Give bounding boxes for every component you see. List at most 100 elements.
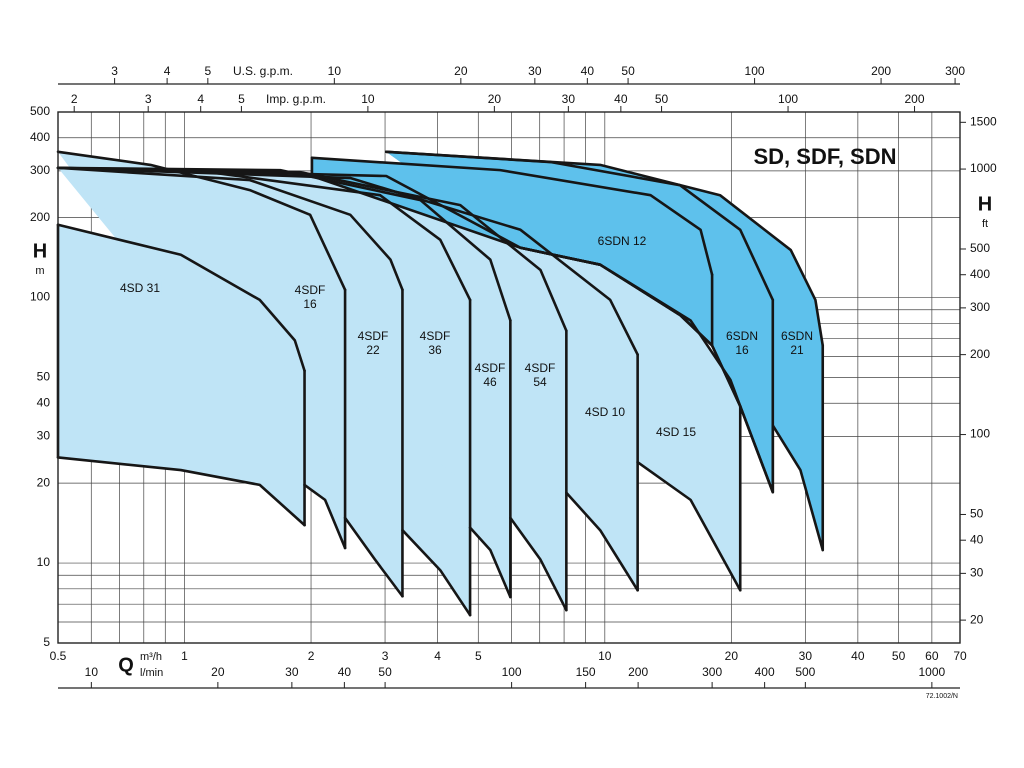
lower-curve: [636, 460, 742, 592]
x-tick-label: 0.5: [50, 649, 67, 663]
x2-axis-label: U.S. g.p.m.: [233, 64, 293, 78]
x4-tick-label: 150: [576, 665, 596, 679]
x2-tick-label: 10: [328, 64, 342, 78]
x-tick-label: 60: [925, 649, 939, 663]
upper-curve: [384, 150, 825, 347]
lower-curve: [468, 526, 512, 599]
chart-title: SD, SDF, SDN: [753, 144, 896, 169]
x2-tick-label: 40: [581, 64, 595, 78]
series-label: 4SDF 36: [417, 329, 453, 357]
x2-tick-label: 3: [111, 64, 118, 78]
y2-tick-label: 400: [970, 267, 990, 281]
y-tick-label: 200: [30, 210, 50, 224]
y2-axis-label: H: [978, 193, 992, 215]
upper-curve: [56, 166, 639, 356]
plot-frame: [57, 111, 961, 644]
x2-tick-label: 5: [204, 64, 211, 78]
y2-axis-unit: ft: [982, 218, 988, 230]
x2-tick-label: 100: [745, 64, 765, 78]
lower-curve: [565, 491, 639, 592]
upper-curve: [56, 166, 404, 292]
y-tick-label: 400: [30, 130, 50, 144]
x4-tick-label: 400: [755, 665, 775, 679]
x4-axis-label: l/min: [140, 667, 163, 679]
y-tick-label: 300: [30, 163, 50, 177]
x-tick-label: 2: [308, 649, 315, 663]
series-label: 6SDN 21: [779, 329, 815, 357]
x-axis-unit: m³/h: [140, 651, 162, 663]
x3-axis-label: Imp. g.p.m.: [266, 92, 326, 106]
x2-tick-label: 50: [621, 64, 635, 78]
y-tick-label: 100: [30, 290, 50, 304]
x-axis-label: Q: [118, 654, 134, 676]
y2-tick-label: 500: [970, 241, 990, 255]
upper-curve: [310, 156, 714, 276]
series-label: 4SDF 46: [472, 361, 508, 389]
series-label: 4SD 31: [117, 281, 163, 295]
layer: 0.5 1 2 3 4 5 10 20 30 40 50 60 70510203040501002003…: [30, 64, 997, 689]
y-tick-label: 5: [43, 635, 50, 649]
y2-tick-label: 50: [970, 507, 984, 521]
y-tick-label: 40: [37, 395, 51, 409]
y2-tick-label: 100: [970, 427, 990, 441]
y2-tick-label: 40: [970, 532, 984, 546]
x4-tick-label: 40: [338, 665, 352, 679]
x3-tick-label: 20: [488, 92, 502, 106]
layer: [56, 150, 825, 617]
x3-tick-label: 4: [197, 92, 204, 106]
x2-tick-label: 4: [164, 64, 171, 78]
x-tick-label: 3: [382, 649, 389, 663]
x3-tick-label: 10: [361, 92, 375, 106]
y-axis-label: H: [33, 240, 47, 262]
x-tick-label: 5: [475, 649, 482, 663]
y-tick-label: 50: [37, 370, 51, 384]
y2-tick-label: 200: [970, 347, 990, 361]
x4-tick-label: 50: [378, 665, 392, 679]
y2-tick-label: 300: [970, 300, 990, 314]
lower-curve: [303, 483, 347, 550]
lower-curve: [343, 516, 404, 598]
x3-tick-label: 200: [905, 92, 925, 106]
lower-curve: [56, 456, 306, 527]
y-tick-label: 30: [37, 429, 51, 443]
band-area: [58, 167, 741, 591]
x3-tick-label: 40: [614, 92, 628, 106]
lower-curve: [519, 246, 825, 552]
y-tick-label: 20: [37, 475, 51, 489]
note: 72.1002/N: [926, 693, 958, 700]
x-tick-label: 50: [892, 649, 906, 663]
x2-tick-label: 200: [871, 64, 891, 78]
series-label: 6SDN 12: [595, 234, 649, 248]
x-tick-label: 1: [181, 649, 188, 663]
x3-tick-label: 5: [238, 92, 245, 106]
y2-tick-label: 20: [970, 612, 984, 626]
x3-tick-label: 30: [562, 92, 576, 106]
x4-tick-label: 300: [702, 665, 722, 679]
x3-tick-label: 50: [655, 92, 669, 106]
x4-tick-label: 200: [628, 665, 648, 679]
upper-curve: [56, 223, 306, 373]
x2-tick-label: 30: [528, 64, 542, 78]
x4-tick-label: 10: [85, 665, 99, 679]
x4-tick-label: 500: [795, 665, 815, 679]
series-label: 4SD 15: [653, 425, 699, 439]
lower-curve: [401, 528, 472, 617]
y2-tick-label: 30: [970, 566, 984, 580]
x4-tick-label: 20: [211, 665, 225, 679]
lower-curve: [509, 516, 568, 612]
x3-tick-label: 2: [71, 92, 78, 106]
x-tick-label: 70: [953, 649, 967, 663]
y2-tick-label: 1000: [970, 161, 997, 175]
series-label: 4SDF 54: [522, 361, 558, 389]
y-tick-label: 500: [30, 104, 50, 118]
series-label: 4SD 10: [582, 405, 628, 419]
y-axis-unit: m: [35, 265, 44, 277]
x-tick-label: 20: [725, 649, 739, 663]
series-label: 4SDF 22: [355, 329, 391, 357]
x-tick-label: 40: [851, 649, 865, 663]
x4-tick-label: 30: [285, 665, 299, 679]
series-label: 6SDN 16: [724, 329, 760, 357]
x-tick-label: 4: [434, 649, 441, 663]
